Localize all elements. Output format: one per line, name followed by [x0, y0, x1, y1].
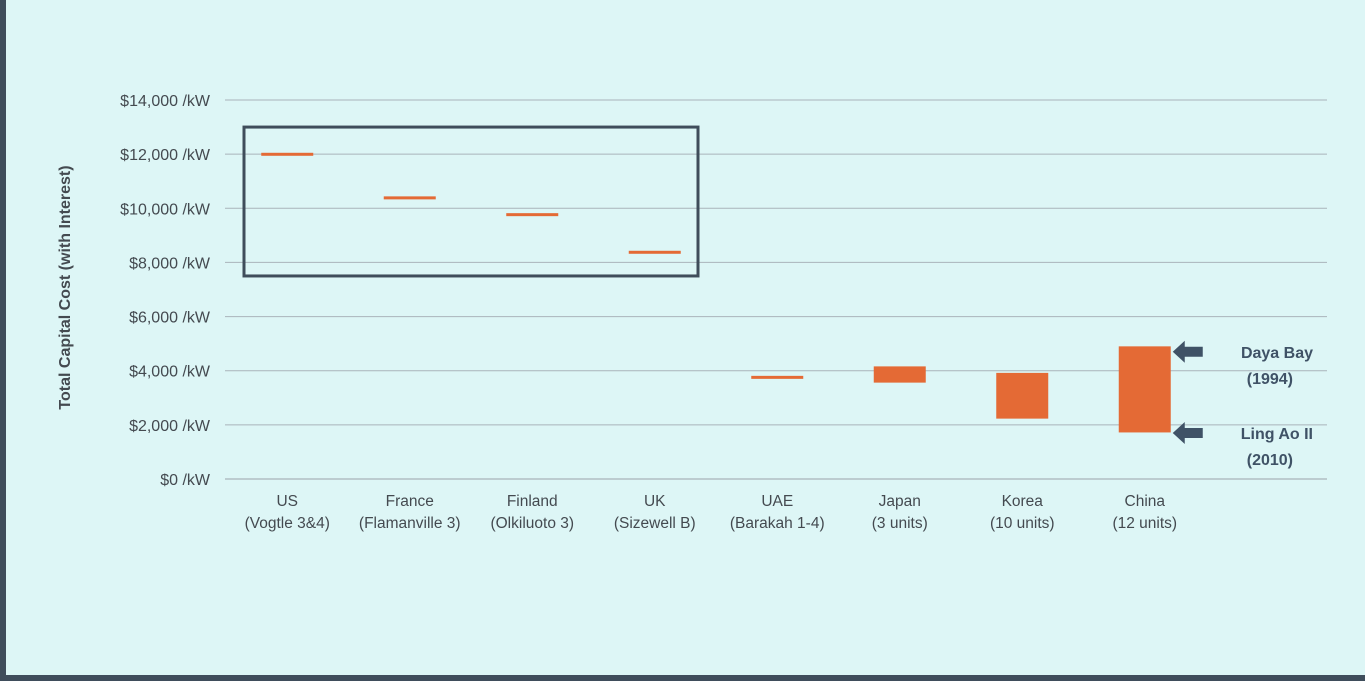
- annotation-arrow: [1172, 421, 1203, 444]
- y-tick-label: $0 /kW: [160, 472, 211, 489]
- category-label: US: [276, 493, 298, 510]
- category-detail-label: (3 units): [872, 515, 928, 532]
- category-detail-label: (12 units): [1112, 515, 1177, 532]
- annotation-year: (2010): [1247, 452, 1293, 469]
- range-bar-us: [261, 152, 314, 156]
- y-tick-label: $4,000 /kW: [129, 364, 211, 381]
- category-detail-label: (Barakah 1-4): [730, 515, 825, 532]
- range-bar-japan: [873, 366, 926, 383]
- y-axis-title: Total Capital Cost (with Interest): [57, 165, 74, 409]
- y-tick-label: $2,000 /kW: [129, 418, 211, 435]
- y-tick-label: $10,000 /kW: [120, 201, 211, 218]
- range-bar-korea: [996, 372, 1049, 419]
- y-tick-label: $8,000 /kW: [129, 255, 211, 272]
- annotation-label: Daya Bay: [1241, 345, 1313, 362]
- range-bar-finland: [506, 213, 559, 217]
- range-bar-france: [383, 196, 436, 200]
- range-bar-uae: [751, 375, 804, 379]
- y-tick-label: $12,000 /kW: [120, 147, 211, 164]
- category-label: UAE: [761, 493, 793, 510]
- range-bar-uk: [628, 250, 681, 254]
- category-detail-label: (Vogtle 3&4): [245, 515, 330, 532]
- category-label: UK: [644, 493, 666, 510]
- category-label: Finland: [507, 493, 558, 510]
- category-detail-label: (Olkiluoto 3): [490, 515, 574, 532]
- annotation-arrow: [1172, 340, 1203, 363]
- chart-svg: $0 /kW $2,000 /kW $4,000 /kW $6,000 /kW $8,0…: [57, 93, 1327, 532]
- highlight-box: [242, 125, 700, 278]
- y-tick-label: $6,000 /kW: [129, 310, 211, 327]
- annotation-label: Ling Ao II: [1241, 426, 1313, 443]
- category-label: Korea: [1002, 493, 1044, 510]
- range-bar-china: [1118, 346, 1171, 433]
- category-label: China: [1125, 493, 1166, 510]
- annotation-year: (1994): [1247, 371, 1293, 388]
- category-detail-label: (Sizewell B): [614, 515, 696, 532]
- category-detail-label: (Flamanville 3): [359, 515, 461, 532]
- category-detail-label: (10 units): [990, 515, 1055, 532]
- y-tick-label: $14,000 /kW: [120, 93, 211, 110]
- category-label: France: [386, 493, 434, 510]
- category-label: Japan: [879, 493, 921, 510]
